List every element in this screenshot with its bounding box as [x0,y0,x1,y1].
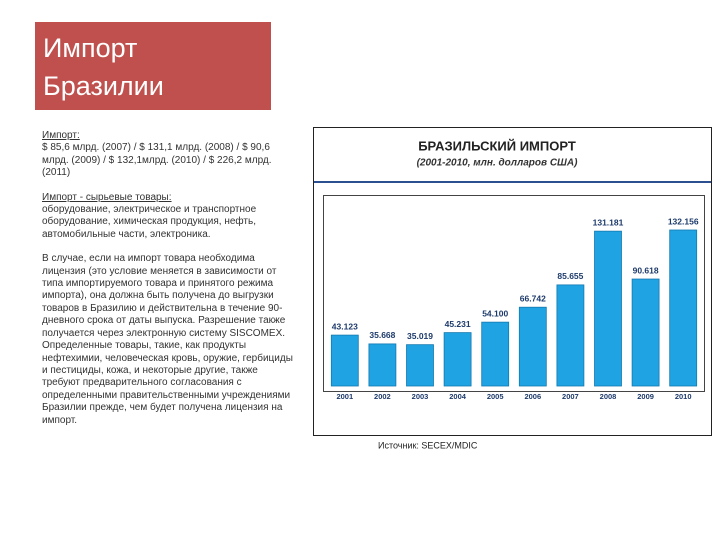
bar [481,321,510,387]
x-tick-label: 2004 [449,392,467,401]
paragraph: Импорт: $ 85,6 млрд. (2007) / $ 131,1 млр… [42,130,298,180]
x-tick-label: 2007 [562,392,579,401]
x-tick-label: 2005 [487,392,504,401]
bar [594,230,622,387]
x-tick-label: 2006 [524,392,541,401]
chart-source: Источник: SECEX/MDIC [378,440,478,450]
bar [631,278,660,387]
paragraph-heading: Импорт: [42,130,80,141]
bar [368,343,397,387]
x-tick-label: 2009 [637,392,654,401]
chart-subtitle: (2001-2010, млн. долларов США) [417,158,578,169]
x-tick-label: 2010 [675,392,692,401]
bar [669,229,698,387]
bar [556,284,585,387]
bar [330,334,359,387]
paragraph-body: $ 85,6 млрд. (2007) / $ 131,1 млрд. (200… [42,142,272,179]
plot-frame [323,195,705,392]
value-label: 43.123 [332,321,358,331]
chart-title: БРАЗИЛЬСКИЙ ИМПОРТ [418,138,576,153]
paragraph-body: оборудование, электрическое и транспортн… [42,204,257,240]
value-label: 85.655 [557,271,583,281]
paragraph: В случае, если на импорт товара необходи… [42,253,298,427]
value-label: 54.100 [482,308,508,318]
value-label: 90.618 [633,265,659,275]
title-box: Импорт Бразилии [35,22,271,110]
x-tick-label: 2003 [412,392,429,401]
paragraph-body: В случае, если на импорт товара необходи… [42,253,293,426]
value-label: 45.231 [445,319,471,329]
slide-title: Импорт Бразилии [43,33,164,101]
text-column: Импорт: $ 85,6 млрд. (2007) / $ 131,1 млр… [42,130,298,439]
value-label: 35.668 [369,330,395,340]
bar [406,344,434,387]
x-tick-label: 2008 [600,392,617,401]
value-label: 132.156 [668,216,699,226]
bar [443,332,472,387]
x-tick-label: 2002 [374,392,391,401]
x-tick-label: 2001 [336,392,353,401]
bar [518,306,547,387]
value-label: 35.019 [407,331,433,341]
paragraph-heading: Импорт - сырьевые товары: [42,191,172,203]
value-label: 66.742 [520,293,546,303]
value-label: 131.181 [593,217,624,227]
paragraph: Импорт - сырьевые товары: оборудование, э… [42,192,298,242]
